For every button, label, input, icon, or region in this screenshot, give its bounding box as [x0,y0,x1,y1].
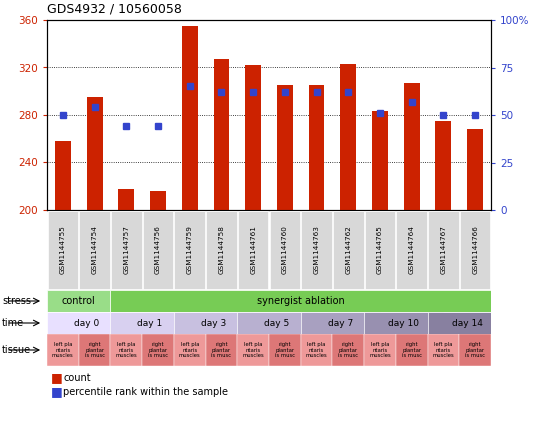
FancyBboxPatch shape [238,211,268,289]
Text: day 10: day 10 [388,319,419,327]
FancyBboxPatch shape [237,334,269,366]
FancyBboxPatch shape [237,312,316,334]
Text: GSM1144760: GSM1144760 [282,225,288,275]
Text: ■: ■ [51,385,63,398]
Bar [435,121,451,210]
Text: left pla
ntaris
muscles: left pla ntaris muscles [52,342,74,358]
FancyBboxPatch shape [110,290,491,312]
FancyBboxPatch shape [110,312,190,334]
FancyBboxPatch shape [206,334,237,366]
Text: synergist ablation: synergist ablation [257,296,345,306]
Text: GSM1144755: GSM1144755 [60,225,66,275]
Text: GSM1144766: GSM1144766 [472,225,478,275]
Text: GSM1144761: GSM1144761 [250,225,256,275]
Text: GSM1144767: GSM1144767 [441,225,447,275]
Bar [87,97,103,210]
Text: count: count [63,373,90,383]
Text: right
plantar
is musc: right plantar is musc [275,342,295,358]
Text: GSM1144757: GSM1144757 [123,225,129,275]
Bar [245,65,261,210]
Bar [150,191,166,210]
Text: ■: ■ [51,371,63,385]
Bar [182,26,197,210]
FancyBboxPatch shape [301,211,332,289]
FancyBboxPatch shape [174,334,206,366]
Text: left pla
ntaris
muscles: left pla ntaris muscles [306,342,328,358]
FancyBboxPatch shape [428,312,507,334]
FancyBboxPatch shape [270,211,300,289]
FancyBboxPatch shape [47,290,110,312]
Text: GSM1144758: GSM1144758 [218,225,224,275]
FancyBboxPatch shape [143,211,173,289]
Text: right
plantar
is musc: right plantar is musc [148,342,168,358]
FancyBboxPatch shape [206,211,237,289]
Text: day 0: day 0 [74,319,100,327]
FancyBboxPatch shape [301,334,332,366]
FancyBboxPatch shape [47,312,126,334]
Text: day 1: day 1 [137,319,162,327]
FancyBboxPatch shape [365,211,395,289]
Bar [214,59,229,210]
FancyBboxPatch shape [79,211,110,289]
Text: GSM1144756: GSM1144756 [155,225,161,275]
Bar [277,85,293,210]
FancyBboxPatch shape [364,312,443,334]
Text: GSM1144764: GSM1144764 [409,225,415,275]
Text: left pla
ntaris
muscles: left pla ntaris muscles [369,342,391,358]
Text: GSM1144759: GSM1144759 [187,225,193,275]
Text: percentile rank within the sample: percentile rank within the sample [63,387,228,397]
Bar [467,129,483,210]
Text: control: control [62,296,96,306]
Text: tissue: tissue [2,345,31,355]
FancyBboxPatch shape [79,334,110,366]
Text: time: time [2,318,24,328]
Text: stress: stress [2,296,31,306]
Text: day 14: day 14 [452,319,483,327]
Text: GDS4932 / 10560058: GDS4932 / 10560058 [47,2,182,15]
Text: day 5: day 5 [264,319,289,327]
FancyBboxPatch shape [428,211,459,289]
Bar [55,141,71,210]
Bar [404,83,420,210]
FancyBboxPatch shape [459,334,491,366]
FancyBboxPatch shape [269,334,301,366]
Text: GSM1144754: GSM1144754 [91,225,97,275]
Text: right
plantar
is musc: right plantar is musc [465,342,485,358]
FancyBboxPatch shape [174,211,205,289]
Text: right
plantar
is musc: right plantar is musc [338,342,358,358]
Bar [118,189,134,210]
FancyBboxPatch shape [48,211,78,289]
Bar [341,64,356,210]
FancyBboxPatch shape [364,334,396,366]
FancyBboxPatch shape [428,334,459,366]
FancyBboxPatch shape [142,334,174,366]
Bar [372,111,388,210]
FancyBboxPatch shape [332,334,364,366]
FancyBboxPatch shape [397,211,427,289]
Text: GSM1144763: GSM1144763 [314,225,320,275]
Text: right
plantar
is musc: right plantar is musc [402,342,422,358]
FancyBboxPatch shape [111,211,141,289]
FancyBboxPatch shape [333,211,364,289]
Text: left pla
ntaris
muscles: left pla ntaris muscles [242,342,264,358]
FancyBboxPatch shape [396,334,428,366]
Text: GSM1144765: GSM1144765 [377,225,383,275]
Text: right
plantar
is musc: right plantar is musc [211,342,231,358]
FancyBboxPatch shape [174,312,253,334]
Text: GSM1144762: GSM1144762 [345,225,351,275]
FancyBboxPatch shape [460,211,490,289]
FancyBboxPatch shape [301,312,380,334]
Bar [309,85,324,210]
FancyBboxPatch shape [47,334,79,366]
Text: left pla
ntaris
muscles: left pla ntaris muscles [116,342,137,358]
Text: left pla
ntaris
muscles: left pla ntaris muscles [179,342,201,358]
Text: right
plantar
is musc: right plantar is musc [84,342,104,358]
Text: day 3: day 3 [201,319,226,327]
FancyBboxPatch shape [110,334,142,366]
Text: day 7: day 7 [328,319,353,327]
Text: left pla
ntaris
muscles: left pla ntaris muscles [433,342,454,358]
